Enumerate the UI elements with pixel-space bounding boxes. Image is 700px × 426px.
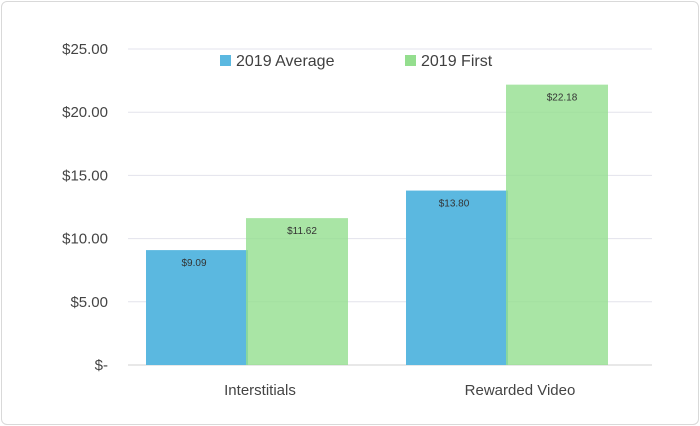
x-category-label: Interstitials — [224, 382, 296, 399]
legend-label: 2019 First — [421, 53, 493, 70]
legend-swatch — [405, 55, 416, 66]
x-axis-category-labels: Interstitials Rewarded Video — [224, 382, 575, 399]
bars — [146, 84, 608, 365]
y-axis-tick-labels: $- $5.00 $10.00 $15.00 $20.00 $25.00 — [62, 41, 108, 374]
data-label: $22.18 — [547, 93, 578, 104]
bar — [246, 218, 348, 365]
legend-swatch — [220, 55, 231, 66]
bar — [146, 250, 248, 365]
y-tick-label: $15.00 — [62, 167, 108, 184]
y-tick-label: $- — [95, 357, 108, 374]
y-tick-label: $25.00 — [62, 41, 108, 58]
data-label: $13.80 — [439, 199, 470, 210]
bar — [406, 190, 508, 365]
legend-label: 2019 Average — [236, 53, 335, 70]
y-tick-label: $20.00 — [62, 104, 108, 121]
bar — [506, 84, 608, 365]
legend: 2019 Average 2019 First — [220, 53, 493, 70]
data-label: $9.09 — [181, 258, 206, 269]
y-tick-label: $10.00 — [62, 231, 108, 248]
x-category-label: Rewarded Video — [465, 382, 576, 399]
data-labels: $9.09 $11.62 $13.80 $22.18 — [181, 93, 577, 269]
data-label: $11.62 — [287, 226, 317, 237]
y-tick-label: $5.00 — [70, 294, 108, 311]
